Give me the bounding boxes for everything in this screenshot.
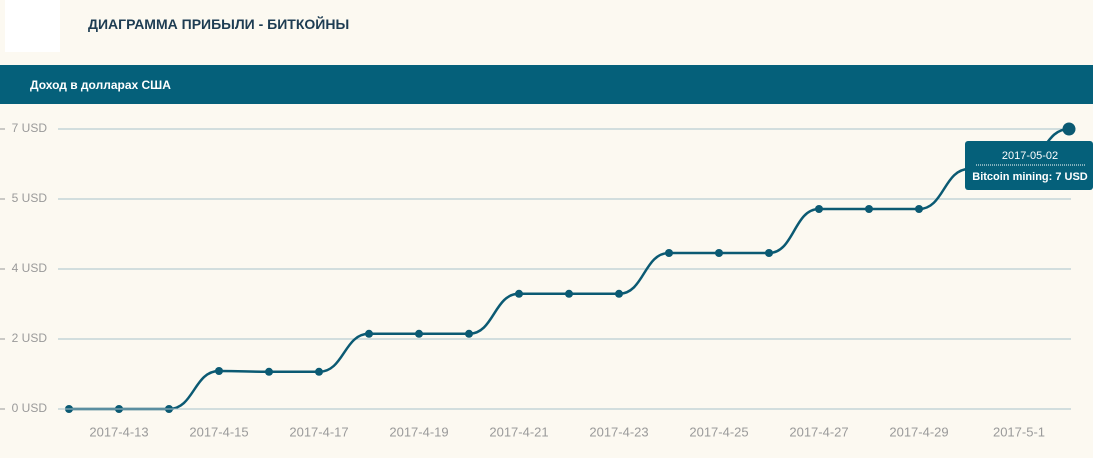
x-tick-label: 2017-4-25 bbox=[689, 424, 748, 439]
page-title: ДИАГРАММА ПРИБЫЛИ - БИТКОЙНЫ bbox=[88, 16, 350, 32]
point bbox=[815, 205, 823, 213]
y-tick-label: 7 USD bbox=[12, 121, 48, 135]
x-tick-label: 2017-5-1 bbox=[993, 424, 1045, 439]
point bbox=[865, 205, 873, 213]
point bbox=[915, 205, 923, 213]
x-tick-label: 2017-4-29 bbox=[889, 424, 948, 439]
x-tick-label: 2017-4-13 bbox=[89, 424, 148, 439]
y-tick-label: 2 USD bbox=[12, 331, 48, 345]
x-tick-label: 2017-4-15 bbox=[189, 424, 248, 439]
point bbox=[215, 367, 223, 375]
chart-header bbox=[0, 65, 1093, 104]
y-tick-label: 4 USD bbox=[12, 261, 48, 275]
point bbox=[465, 329, 473, 338]
point bbox=[265, 367, 273, 376]
chart-title: Доход в долларах США bbox=[30, 78, 171, 92]
y-tick-label: 5 USD bbox=[12, 191, 48, 205]
logo-area bbox=[5, 0, 60, 52]
point bbox=[315, 367, 323, 376]
point bbox=[1062, 122, 1076, 136]
y-tick-label: 0 USD bbox=[12, 401, 48, 415]
tooltip-date: 2017-05-02 bbox=[1002, 150, 1058, 162]
x-tick-label: 2017-4-17 bbox=[289, 424, 348, 439]
tooltip-text: Bitcoin mining: 7 USD bbox=[972, 171, 1088, 183]
point bbox=[365, 329, 373, 338]
x-tick-label: 2017-4-19 bbox=[389, 424, 448, 439]
point bbox=[565, 289, 573, 298]
point bbox=[515, 289, 523, 298]
x-tick-label: 2017-4-21 bbox=[489, 424, 548, 439]
point bbox=[715, 249, 723, 257]
tooltip: 2017-05-02 Bitcoin mining: 7 USD bbox=[965, 141, 1093, 190]
point bbox=[615, 289, 623, 298]
point bbox=[665, 249, 673, 257]
point bbox=[765, 249, 773, 257]
point bbox=[415, 329, 423, 338]
x-tick-label: 2017-4-27 bbox=[789, 424, 848, 439]
x-tick-label: 2017-4-23 bbox=[589, 424, 648, 439]
